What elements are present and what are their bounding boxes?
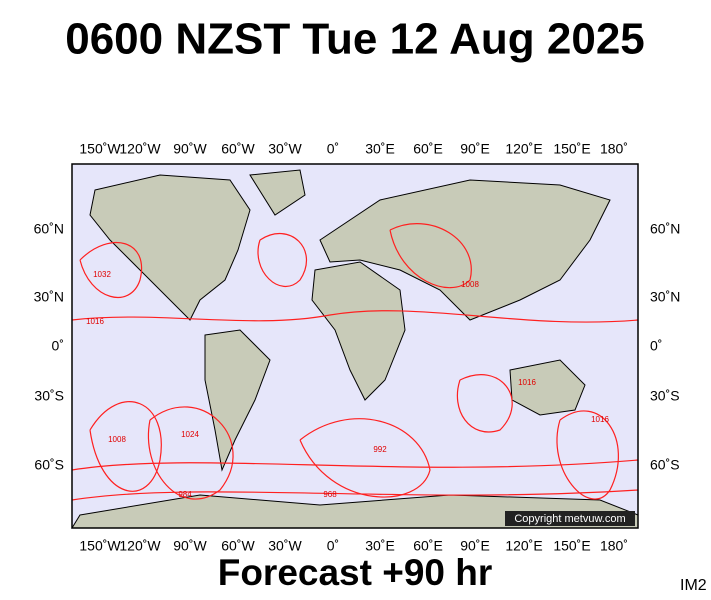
- longitude-label: 150˚E: [553, 141, 590, 157]
- isobar: [389, 223, 472, 289]
- isobar-label: 1008: [108, 435, 126, 444]
- north-america: [89, 174, 251, 321]
- latitude-label: 30˚N: [34, 289, 64, 305]
- isobar: [71, 310, 639, 323]
- longitude-label: 0˚: [327, 141, 339, 157]
- longitude-label: 120˚E: [505, 141, 542, 157]
- longitude-label: 30˚E: [365, 538, 395, 554]
- longitude-label: 120˚W: [119, 538, 161, 554]
- isobar-label: 1016: [518, 378, 536, 387]
- longitude-label: 120˚E: [505, 538, 542, 554]
- longitude-label: 30˚W: [268, 141, 302, 157]
- greenland: [249, 169, 306, 216]
- continents: [71, 169, 639, 529]
- latitude-label: 0˚: [52, 338, 64, 354]
- isobar: [299, 418, 431, 498]
- isobar-label: 1008: [461, 280, 479, 289]
- south-america: [204, 329, 271, 472]
- isobar-label: 984: [178, 490, 192, 499]
- isobar: [89, 401, 162, 492]
- isobar: [71, 459, 639, 471]
- latitude-label: 60˚S: [650, 457, 680, 473]
- latitude-label: 0˚: [650, 338, 662, 354]
- isobar-label: 1032: [93, 270, 111, 279]
- map: Copyright metvuw.com 1032 1016 1008 1024 101…: [71, 163, 639, 529]
- africa: [311, 261, 406, 401]
- image-id: IM2: [680, 577, 707, 594]
- longitude-label: 60˚W: [221, 141, 255, 157]
- isobar-label: 1016: [86, 317, 104, 326]
- isobar: [71, 489, 639, 501]
- isobar: [147, 406, 234, 500]
- isobar-label: 1016: [591, 415, 609, 424]
- longitude-label: 90˚E: [460, 538, 490, 554]
- longitude-label: 90˚E: [460, 141, 490, 157]
- isobar: [456, 374, 513, 433]
- copyright: Copyright metvuw.com: [514, 513, 625, 525]
- longitude-label: 60˚E: [413, 141, 443, 157]
- longitude-label: 180˚: [600, 538, 628, 554]
- isobar-label: 1024: [181, 430, 199, 439]
- longitude-label: 90˚W: [173, 538, 207, 554]
- latitude-label: 60˚N: [650, 221, 680, 237]
- longitude-label: 150˚W: [79, 141, 121, 157]
- longitude-label: 0˚: [327, 538, 339, 554]
- latitude-label: 60˚N: [34, 221, 64, 237]
- isobar-label: 992: [373, 445, 387, 454]
- longitude-label: 90˚W: [173, 141, 207, 157]
- longitude-label: 150˚E: [553, 538, 590, 554]
- longitude-label: 180˚: [600, 141, 628, 157]
- latitude-label: 30˚S: [34, 388, 64, 404]
- longitude-label: 60˚E: [413, 538, 443, 554]
- copyright-box: [505, 511, 635, 526]
- latitude-label: 30˚S: [650, 388, 680, 404]
- longitude-label: 30˚W: [268, 538, 302, 554]
- isobar: [79, 242, 143, 298]
- longitude-label: 150˚W: [79, 538, 121, 554]
- longitude-label: 30˚E: [365, 141, 395, 157]
- longitude-label: 120˚W: [119, 141, 161, 157]
- isobar-label: 968: [323, 490, 337, 499]
- longitude-label: 60˚W: [221, 538, 255, 554]
- latitude-label: 60˚S: [34, 457, 64, 473]
- map-frame: [71, 163, 639, 529]
- isobars: [71, 223, 639, 501]
- isobar: [257, 233, 307, 287]
- latitude-label: 30˚N: [650, 289, 680, 305]
- title: 0600 NZST Tue 12 Aug 2025: [65, 15, 645, 64]
- eurasia: [319, 179, 611, 321]
- footer: Forecast +90 hr: [218, 552, 493, 593]
- isobar: [556, 410, 619, 500]
